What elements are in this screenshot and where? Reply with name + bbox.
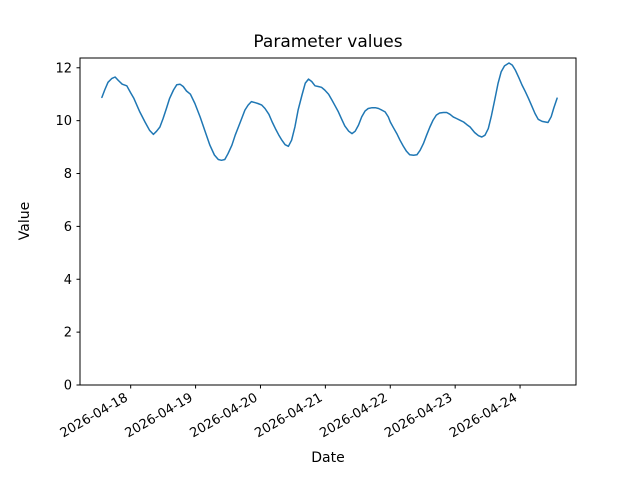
y-axis-label: Value <box>17 202 33 240</box>
chart-title: Parameter values <box>253 32 402 52</box>
x-axis-label: Date <box>311 450 344 466</box>
y-tick-label: 8 <box>64 167 72 182</box>
plot-area <box>79 57 577 386</box>
data-line <box>101 62 558 162</box>
y-tick-label: 4 <box>64 273 72 288</box>
y-tick-label: 0 <box>64 379 72 394</box>
y-tick-label: 10 <box>55 114 72 129</box>
y-tick-label: 12 <box>55 61 72 76</box>
y-tick-label: 6 <box>64 220 72 235</box>
y-tick-group: 0 2 4 6 8 10 12 <box>55 61 80 394</box>
y-tick-label: 2 <box>64 326 72 341</box>
